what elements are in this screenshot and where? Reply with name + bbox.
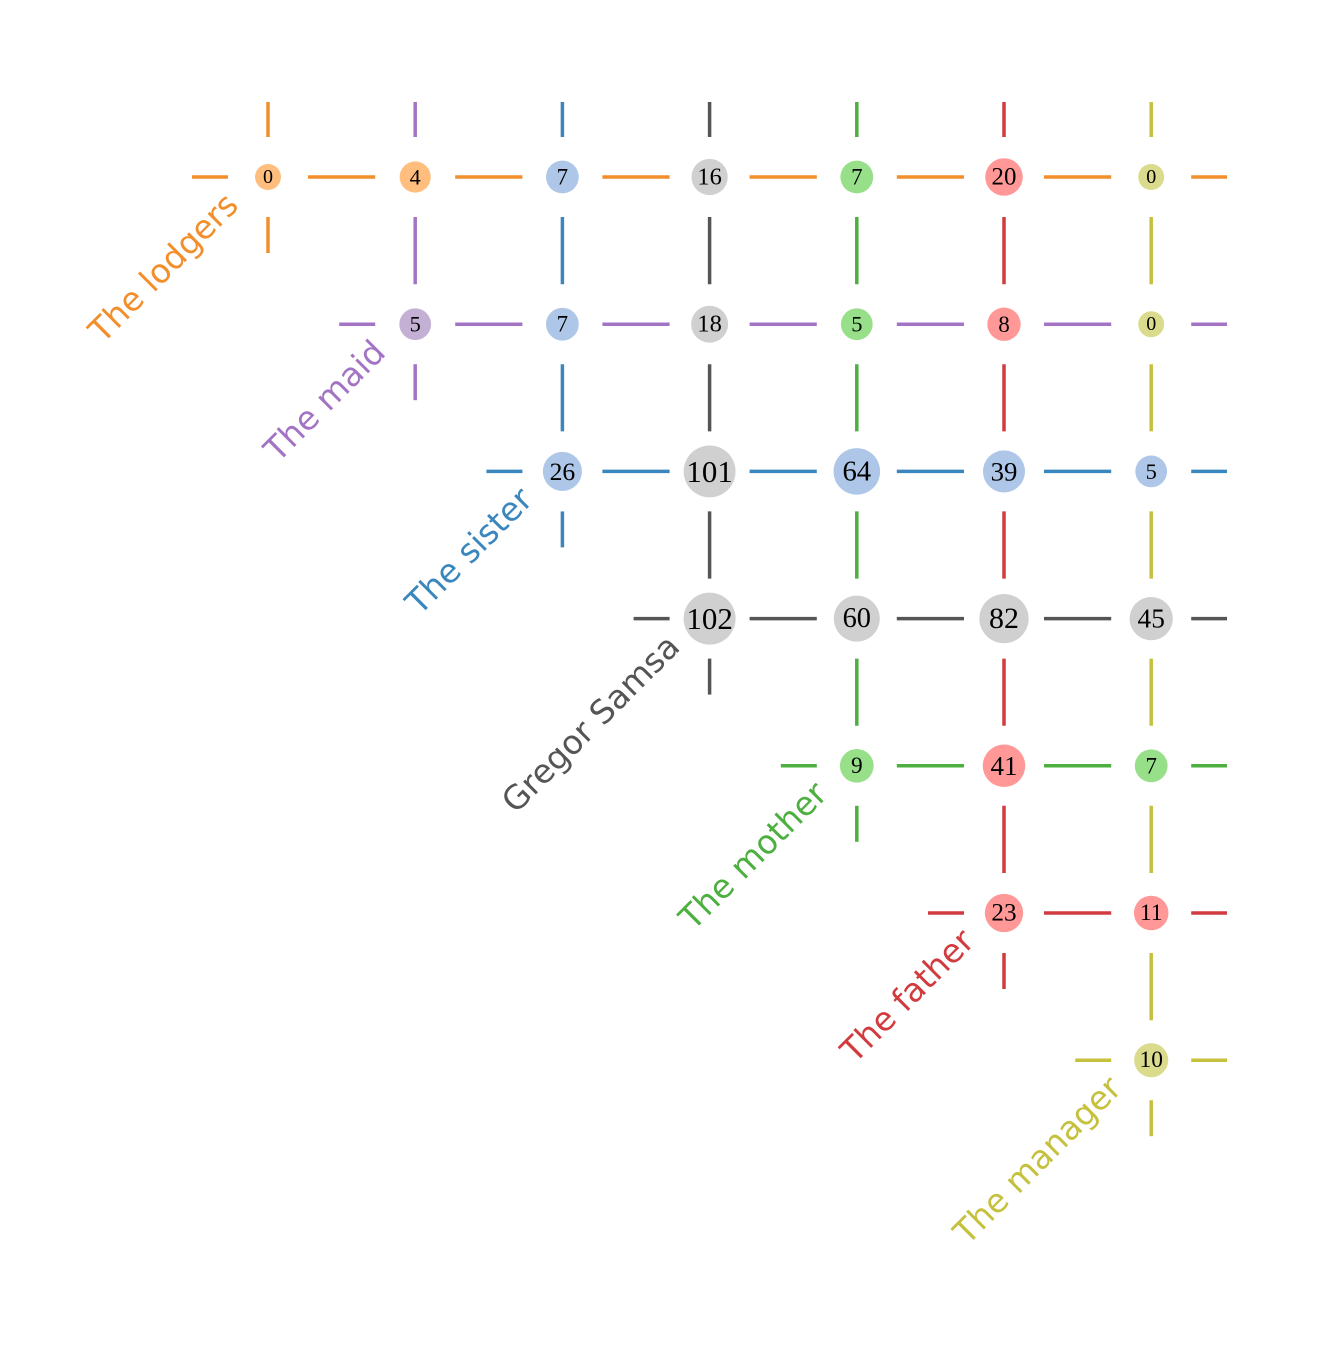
node-value-r1-c2: 7	[557, 312, 568, 337]
node-value-r3-c6: 45	[1138, 604, 1165, 634]
node-circle-r3-c3	[683, 592, 736, 645]
node-value-r1-c6: 0	[1146, 313, 1156, 335]
node-circle-r3-c6	[1129, 596, 1173, 641]
node-circle-r0-c5	[985, 158, 1023, 196]
node-circle-r5-c5	[984, 893, 1024, 933]
node-value-r0-c4: 7	[851, 165, 862, 190]
character-label-5: The father	[832, 921, 982, 1071]
node-value-r5-c6: 11	[1140, 900, 1163, 926]
node-circle-r0-c2	[545, 160, 579, 194]
node-circle-r0-c0	[255, 164, 281, 190]
node-circle-r2-c6	[1135, 455, 1168, 488]
character-label-0: The lodgers	[80, 185, 246, 351]
node-value-r4-c6: 7	[1145, 753, 1156, 778]
node-circle-r3-c4	[833, 595, 880, 642]
grid-lines	[192, 102, 1227, 1137]
character-label-3: Gregor Samsa	[494, 627, 688, 821]
node-value-r0-c1: 4	[410, 165, 421, 190]
node-value-r2-c2: 26	[550, 457, 576, 486]
node-circle-r2-c2	[542, 451, 582, 491]
node-circle-r0-c4	[840, 160, 874, 194]
node-value-r3-c3: 102	[686, 601, 733, 636]
character-label-6: The manager	[945, 1068, 1129, 1252]
node-circle-r5-c6	[1133, 895, 1169, 931]
node-circle-r1-c3	[691, 305, 729, 343]
node-circle-r0-c3	[691, 158, 728, 196]
character-label-2: The sister	[397, 479, 540, 622]
node-value-r4-c4: 9	[851, 753, 863, 779]
node-circle-r0-c1	[399, 161, 431, 193]
node-value-r1-c5: 8	[998, 311, 1010, 337]
node-value-r0-c5: 20	[992, 164, 1017, 191]
node-circle-r1-c2	[545, 307, 579, 341]
node-value-r5-c5: 23	[991, 900, 1016, 927]
node-circle-r4-c6	[1134, 749, 1168, 783]
node-value-r2-c5: 39	[991, 456, 1018, 486]
matrix-nodes: 0 4 7 16 7 20 0 5 7 18 5 8 0 26 101 64 39 5 102 60 82 45 9 41 7 2…	[255, 158, 1173, 1078]
node-circle-r0-c6	[1138, 164, 1165, 190]
node-circle-r4-c5	[982, 744, 1026, 788]
node-circle-r1-c6	[1138, 311, 1165, 338]
character-label-4: The mother	[670, 774, 834, 938]
node-value-r1-c1: 5	[410, 312, 421, 337]
node-value-r1-c3: 18	[697, 311, 722, 338]
node-circle-r1-c1	[399, 308, 432, 341]
node-value-r0-c6: 0	[1146, 166, 1156, 188]
node-value-r2-c4: 64	[842, 455, 871, 487]
node-value-r1-c4: 5	[851, 312, 862, 337]
node-value-r3-c4: 60	[843, 603, 871, 634]
node-circle-r3-c5	[979, 593, 1029, 644]
node-circle-r1-c5	[987, 307, 1021, 341]
node-value-r2-c6: 5	[1146, 459, 1157, 484]
node-value-r2-c3: 101	[686, 454, 732, 489]
node-circle-r2-c5	[982, 450, 1026, 493]
node-circle-r1-c4	[840, 308, 873, 341]
node-circle-r2-c4	[833, 448, 881, 495]
node-circle-r4-c4	[839, 748, 874, 783]
node-circle-r6-c6	[1134, 1043, 1169, 1078]
node-value-r3-c5: 82	[989, 602, 1019, 635]
node-value-r0-c2: 7	[557, 165, 568, 190]
node-value-r6-c6: 10	[1140, 1047, 1163, 1073]
node-value-r4-c5: 41	[991, 751, 1018, 781]
character-label-1: The maid	[255, 332, 392, 469]
node-circle-r2-c3	[683, 445, 736, 498]
node-value-r0-c0: 0	[263, 166, 273, 188]
node-value-r0-c3: 16	[697, 164, 721, 191]
